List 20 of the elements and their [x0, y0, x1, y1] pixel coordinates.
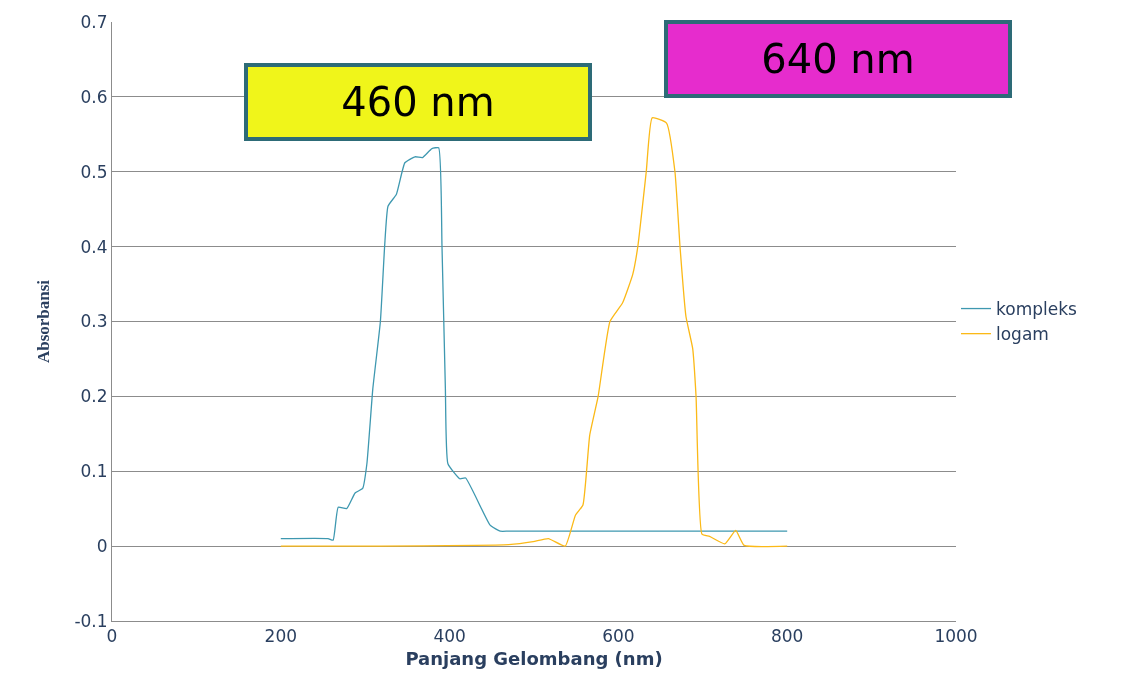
- x-tick-label: 200: [264, 626, 298, 647]
- y-tick-label: 0.3: [80, 311, 108, 332]
- legend-label: logam: [996, 324, 1049, 345]
- y-tick-label: 0.2: [80, 386, 108, 407]
- y-tick-label: 0.6: [80, 86, 108, 107]
- x-tick-label: 400: [433, 626, 466, 647]
- x-tick-label: 1000: [934, 626, 978, 647]
- x-axis-title: Panjang Gelombang (nm): [405, 647, 663, 669]
- y-tick-label: 0.5: [80, 161, 108, 182]
- y-tick-label: 0.4: [80, 236, 108, 257]
- annotation: 640 nm: [761, 36, 915, 82]
- y-tick-label: -0.1: [74, 610, 108, 631]
- y-tick-label: 0.7: [80, 11, 108, 32]
- x-tick-label: 800: [770, 626, 804, 647]
- y-tick-label: 0.1: [80, 461, 108, 482]
- annotation: 460 nm: [341, 79, 495, 125]
- y-tick-label: 0: [96, 536, 108, 557]
- y-axis-title: Absorbansi: [33, 279, 53, 364]
- x-tick-label: 600: [602, 626, 635, 647]
- legend-label: kompleks: [996, 299, 1078, 320]
